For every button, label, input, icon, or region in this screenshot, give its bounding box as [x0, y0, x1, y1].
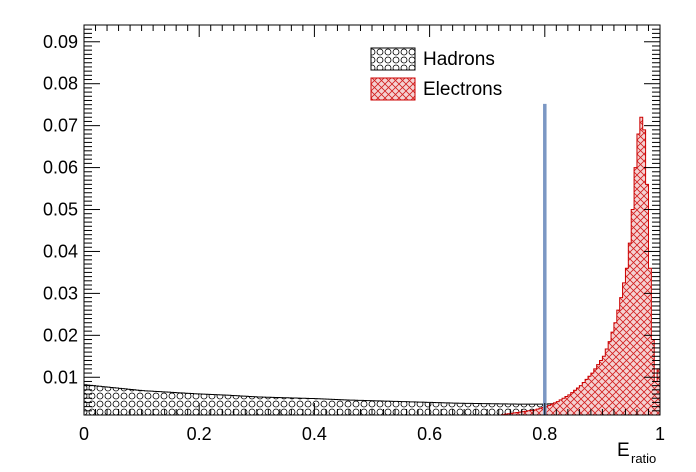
x-tick-label: 0 [79, 424, 89, 444]
y-tick-label: 0.08 [43, 74, 78, 94]
y-tick-label: 0.03 [43, 283, 78, 303]
x-tick-label: 0.8 [532, 424, 557, 444]
legend-swatch-hadrons [370, 47, 416, 71]
x-tick-label: 0.4 [302, 424, 327, 444]
series-layer [84, 116, 660, 415]
histogram-area-electrons [498, 116, 660, 415]
y-tick-label: 0.02 [43, 325, 78, 345]
ticks-layer: 0 0.2 0.4 0.6 0.8 1 0.01 0.02 0.03 0.04 0.05 0.06 0.… [43, 25, 665, 444]
x-axis-title-sub: ratio [631, 451, 656, 466]
y-tick-label: 0.05 [43, 200, 78, 220]
x-tick-label: 0.6 [417, 424, 442, 444]
x-axis-title: E ratio [617, 440, 656, 466]
legend-swatch-electrons [370, 77, 416, 101]
y-tick-label: 0.09 [43, 32, 78, 52]
series-electrons [498, 116, 660, 415]
y-tick-label: 0.01 [43, 367, 78, 387]
y-tick-label: 0.04 [43, 241, 78, 261]
legend: Hadrons Electrons [370, 47, 502, 101]
y-tick-label: 0.07 [43, 116, 78, 136]
x-tick-label: 1 [655, 424, 665, 444]
x-axis-title-main: E [617, 440, 630, 461]
legend-label-electrons: Electrons [423, 79, 502, 100]
x-tick-label: 0.2 [187, 424, 212, 444]
legend-label-hadrons: Hadrons [423, 49, 495, 70]
y-tick-label: 0.06 [43, 158, 78, 178]
